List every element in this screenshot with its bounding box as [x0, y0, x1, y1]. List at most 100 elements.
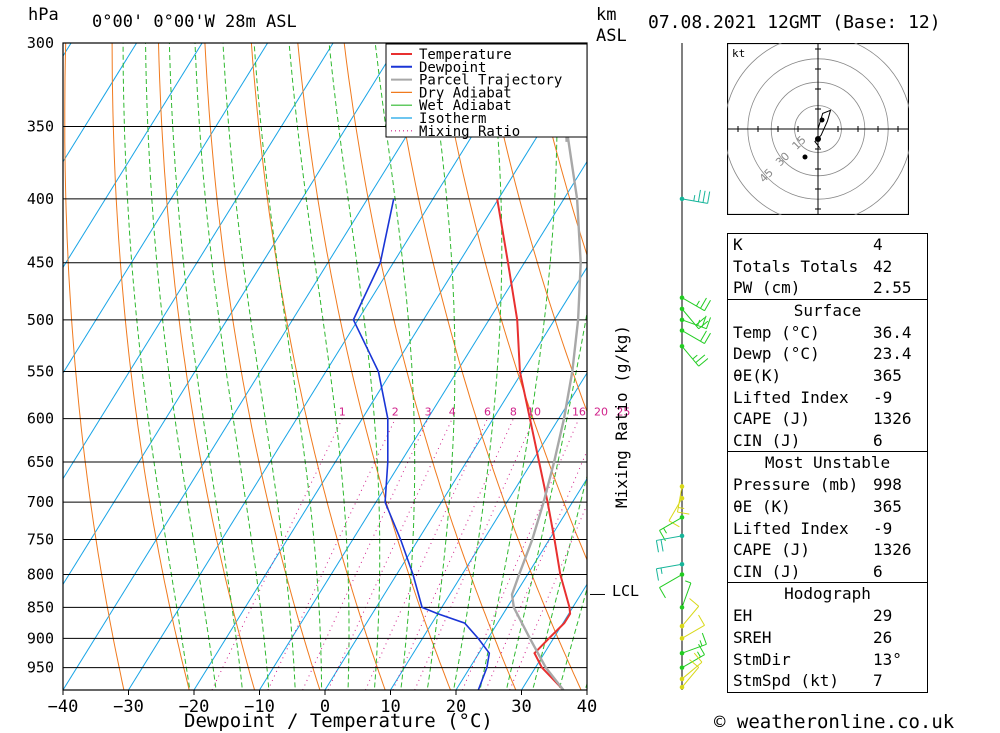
isotherm-line	[586, 689, 587, 690]
wind-level-dot	[679, 295, 685, 301]
wet-adiabat-line	[145, 43, 217, 690]
dry-adiabat-line	[716, 43, 720, 690]
sreh-value: 26	[873, 627, 893, 647]
hodograph-point	[802, 154, 808, 160]
wind-barb-feather	[700, 297, 707, 309]
legend-entry: Mixing Ratio	[419, 124, 520, 140]
y-tick-label: 650	[27, 453, 54, 471]
row-mu-thetae: θE (K) 365	[728, 496, 927, 518]
x-tick-label: −30	[113, 697, 144, 717]
pw-value: 2.55	[873, 278, 912, 298]
dry-adiabat-line	[111, 43, 190, 690]
wind-barb	[681, 654, 705, 669]
x-tick-label: 30	[511, 697, 531, 717]
y-tick-label: 500	[27, 311, 54, 329]
wind-barb-feather	[655, 540, 659, 553]
y-tick-label: 750	[27, 531, 54, 549]
copyright-link[interactable]: © weatheronline.co.uk	[714, 711, 955, 733]
wind-barb-feather	[695, 300, 700, 307]
row-mu-li: Lifted Index -9	[728, 518, 927, 540]
mixing-ratio-line	[211, 418, 343, 690]
mu-thetae-value: 365	[873, 496, 902, 516]
wet-adiabat-line	[168, 43, 243, 690]
mixing-ratio-label: 10	[527, 406, 541, 419]
mu-pressure-value: 998	[873, 475, 902, 495]
mixing-ratio-label: 2	[392, 406, 399, 419]
wind-barb	[681, 624, 705, 639]
wind-level-dot	[679, 533, 685, 539]
surface-cin-label: CIN (J)	[733, 430, 801, 450]
row-pw: PW (cm) 2.55	[728, 277, 927, 299]
row-mu-pressure: Pressure (mb) 998	[728, 474, 927, 496]
wind-barb	[659, 574, 683, 588]
mu-thetae-label: θE (K)	[733, 496, 791, 516]
surface-li-value: -9	[873, 387, 893, 407]
mu-cin-label: CIN (J)	[733, 561, 801, 581]
wind-barb-feather	[660, 567, 663, 574]
wind-barb	[681, 661, 703, 680]
surface-title: Surface	[728, 298, 927, 322]
wind-barb-feather	[689, 598, 700, 607]
wet-adiabat-line	[288, 43, 350, 690]
lcl-label: LCL	[612, 582, 640, 600]
mixing-ratio-line	[302, 418, 429, 690]
y-tick-label: 350	[27, 118, 54, 136]
mixing-ratio-label: 16	[572, 406, 586, 419]
wet-adiabat-line	[426, 43, 456, 690]
row-surface-thetae: θE(K) 365	[728, 365, 927, 387]
isotherm-line	[324, 266, 587, 690]
wind-level-dot	[679, 636, 685, 641]
y-tick-label: 450	[27, 254, 54, 272]
legend-box	[385, 43, 588, 138]
mu-cin-value: 6	[873, 561, 883, 581]
wind-barb-feather	[663, 527, 667, 534]
row-stmdir: StmDir 13°	[728, 649, 927, 671]
legend-entry: Wet Adiabat	[419, 98, 512, 114]
x-tick-label: −40	[48, 697, 79, 717]
wind-barb-feather	[693, 194, 696, 202]
y-tick-label: 600	[27, 410, 54, 428]
mixing-ratio-label: 25	[616, 406, 630, 419]
stmspd-label: StmSpd (kt)	[733, 671, 839, 691]
isotherm-line	[63, 43, 334, 480]
row-surface-cin: CIN (J) 6	[728, 430, 927, 452]
wind-level-dot	[679, 328, 685, 333]
wind-barb-feather	[697, 189, 701, 202]
skewt-chart: −40 −30 −20 −10 0 10 20 30 40 300 350 400 450 500 550…	[27, 34, 720, 717]
mixing-ratio-line	[485, 449, 587, 690]
stmspd-value: 7	[873, 671, 883, 691]
location-title: 0°00' 0°00'W 28m ASL	[92, 12, 297, 32]
wet-adiabat-line	[374, 43, 416, 690]
wind-barb	[681, 667, 700, 688]
row-surface-cape: CAPE (J) 1326	[728, 408, 927, 430]
dry-adiabat-line	[250, 43, 386, 690]
pressure-unit-label: hPa	[28, 5, 59, 25]
row-stmspd: StmSpd (kt) 7	[728, 670, 927, 693]
wind-barb-feather	[697, 319, 701, 326]
mixing-ratio-label: 1	[339, 406, 346, 419]
dry-adiabat-line	[343, 43, 517, 690]
wind-level-dot	[679, 676, 685, 682]
y-tick-label: 950	[27, 659, 54, 677]
wind-barb	[681, 330, 705, 344]
wind-barb-feather	[700, 330, 707, 342]
row-mu-cape: CAPE (J) 1326	[728, 539, 927, 561]
surface-dewp-value: 23.4	[873, 344, 912, 364]
eh-value: 29	[873, 606, 893, 626]
y-tick-label: 700	[27, 493, 54, 511]
wind-level-dot	[679, 515, 685, 520]
wind-barb	[681, 605, 700, 627]
row-sreh: SREH 26	[728, 627, 927, 649]
wind-barb	[681, 198, 708, 204]
series-dewpoint	[352, 198, 491, 690]
row-eh: EH 29	[728, 605, 927, 627]
isotherm-line	[455, 477, 587, 690]
mixing-ratio-axis-title: Mixing Ratio (g/kg)	[612, 324, 631, 508]
isotherm-line	[63, 43, 465, 690]
isotherm-line	[193, 55, 587, 690]
wind-level-dot	[679, 665, 685, 670]
wind-level-dot	[679, 605, 685, 610]
wind-barb-feather	[695, 354, 706, 363]
